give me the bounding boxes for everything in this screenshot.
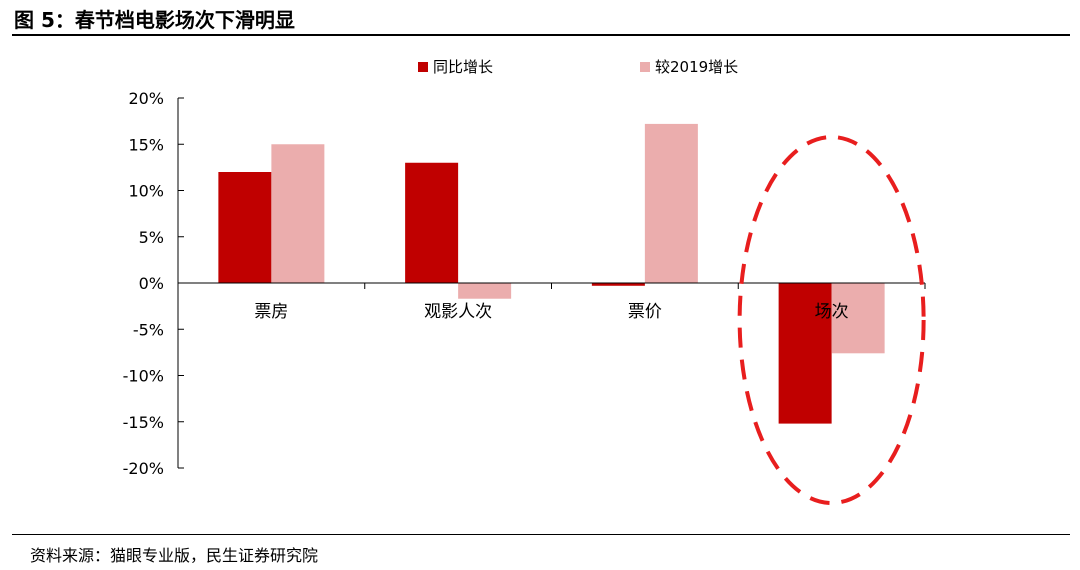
legend-label: 同比增长 [433, 58, 493, 76]
y-tick-label: 20% [128, 89, 164, 108]
source-rule [12, 534, 1070, 535]
bar [218, 172, 272, 283]
bar-chart: 同比增长 较2019增长 -20% -15% -10% -5% 0% 5% 10% 15% 20%… [123, 58, 926, 505]
y-tick-label: -20% [123, 459, 164, 478]
legend-swatch [418, 62, 428, 72]
figure-title: 图 5：春节档电影场次下滑明显 [14, 8, 295, 32]
y-tick-label: 5% [139, 228, 164, 247]
y-tick-label: -15% [123, 413, 164, 432]
y-tick-label: 10% [128, 182, 164, 201]
bar [778, 283, 832, 424]
legend-label: 较2019增长 [655, 58, 738, 76]
legend: 同比增长 较2019增长 [418, 58, 738, 76]
bar [591, 283, 645, 286]
title-rule [12, 34, 1070, 36]
y-tick-label: -5% [133, 320, 164, 339]
bar [644, 123, 698, 284]
source-note: 资料来源：猫眼专业版，民生证券研究院 [30, 546, 319, 565]
legend-swatch [640, 62, 650, 72]
bars [218, 123, 885, 424]
x-axis: 票房 观影人次 票价 场次 [177, 282, 926, 322]
bar [271, 144, 325, 283]
highlight-annotation [737, 135, 926, 505]
y-tick-label: -10% [123, 367, 164, 386]
x-tick-label: 观影人次 [424, 302, 492, 322]
bar [831, 283, 885, 354]
bar [458, 283, 512, 299]
y-tick-label: 15% [128, 135, 164, 154]
x-tick-label: 票房 [254, 302, 288, 322]
x-tick-label: 场次 [815, 302, 849, 322]
bar [405, 162, 459, 283]
y-tick-label: 0% [139, 274, 164, 293]
x-tick-label: 票价 [628, 302, 662, 322]
y-axis: -20% -15% -10% -5% 0% 5% 10% 15% 20% [123, 89, 184, 478]
highlight-ellipse [737, 135, 926, 505]
